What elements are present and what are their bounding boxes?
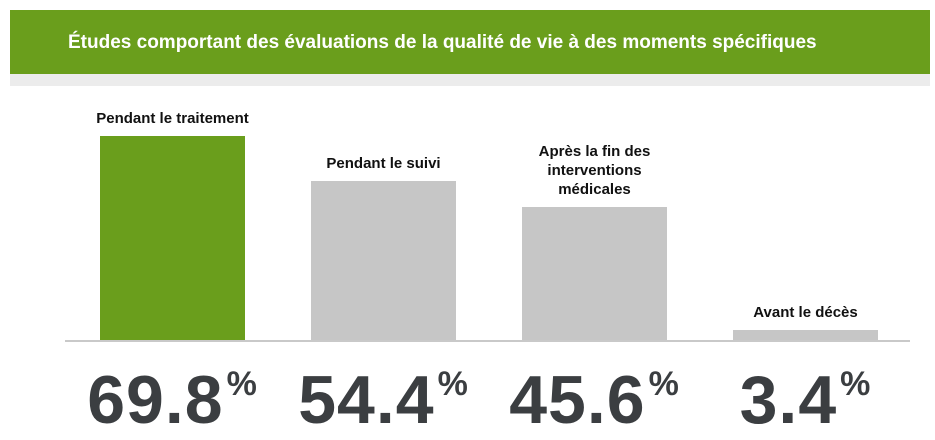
value-label: 69.8% xyxy=(87,362,258,438)
header: Études comportant des évaluations de la … xyxy=(10,10,930,74)
baseline xyxy=(65,340,910,342)
category-label: Avant le décès xyxy=(753,304,858,322)
category-label: Pendant le traitement xyxy=(96,110,249,127)
value-label: 45.6% xyxy=(509,362,680,438)
bar xyxy=(311,181,456,340)
bar xyxy=(522,206,667,340)
category-label: Après la fin des interventions médicales xyxy=(538,142,651,198)
bar xyxy=(100,136,245,340)
header-strip xyxy=(10,74,930,86)
page: Études comportant des évaluations de la … xyxy=(10,10,930,438)
value-label: 3.4% xyxy=(739,362,872,438)
chart-title: Études comportant des évaluations de la … xyxy=(68,32,817,53)
bar xyxy=(733,330,878,340)
value-label: 54.4% xyxy=(298,362,469,438)
category-label: Pendant le suivi xyxy=(326,155,441,172)
